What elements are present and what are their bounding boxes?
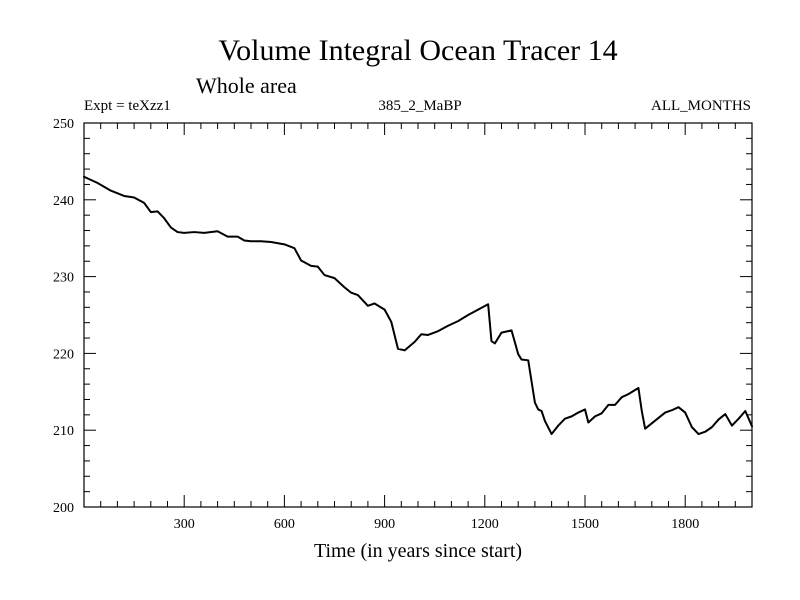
x-tick-label: 1500 <box>571 517 599 532</box>
y-tick-label: 230 <box>53 271 74 286</box>
series-line <box>83 175 753 436</box>
x-tick-label: 300 <box>174 517 195 532</box>
data-series <box>83 175 753 436</box>
y-tick-label: 210 <box>53 424 74 439</box>
axis-ticks <box>84 123 752 507</box>
x-tick-label: 1200 <box>471 517 499 532</box>
x-tick-label: 1800 <box>671 517 699 532</box>
x-tick-label: 900 <box>374 517 395 532</box>
y-tick-label: 240 <box>53 194 74 209</box>
x-axis-label: Time (in years since start) <box>314 540 522 562</box>
y-tick-label: 200 <box>53 501 74 516</box>
plot-frame <box>83 122 753 508</box>
x-tick-label: 600 <box>274 517 295 532</box>
months-note: ALL_MONTHS <box>651 98 751 114</box>
axis-tick-labels: 300 600 900 1200 1500 1800 200 210 220 230 240 250 <box>53 117 699 532</box>
period-note: 385_2_MaBP <box>378 98 461 114</box>
experiment-note: Expt = teXzz1 <box>84 98 171 114</box>
chart-subtitle: Whole area <box>196 73 297 98</box>
y-tick-label: 220 <box>53 347 74 362</box>
y-tick-label: 250 <box>53 117 74 132</box>
chart-title: Volume Integral Ocean Tracer 14 <box>218 34 617 67</box>
